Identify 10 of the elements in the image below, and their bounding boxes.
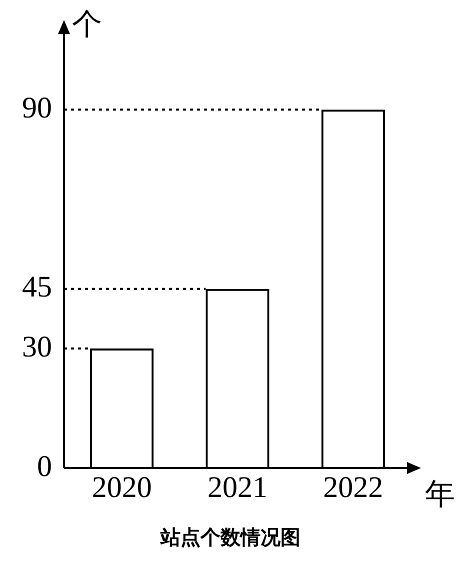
x-axis-title: 年 (425, 478, 455, 511)
x-tick-label: 2022 (323, 470, 384, 504)
y-tick-label: 30 (22, 330, 52, 364)
y-tick-label: 90 (22, 92, 52, 125)
y-axis-title: 个 (72, 8, 102, 41)
x-tick-label: 2020 (92, 470, 152, 504)
x-tick-label: 2021 (208, 470, 268, 504)
text: 站点个数情况图 (158, 526, 302, 551)
y-tick-label: 45 (22, 270, 52, 304)
y-tick-label: 0 (37, 450, 52, 483)
